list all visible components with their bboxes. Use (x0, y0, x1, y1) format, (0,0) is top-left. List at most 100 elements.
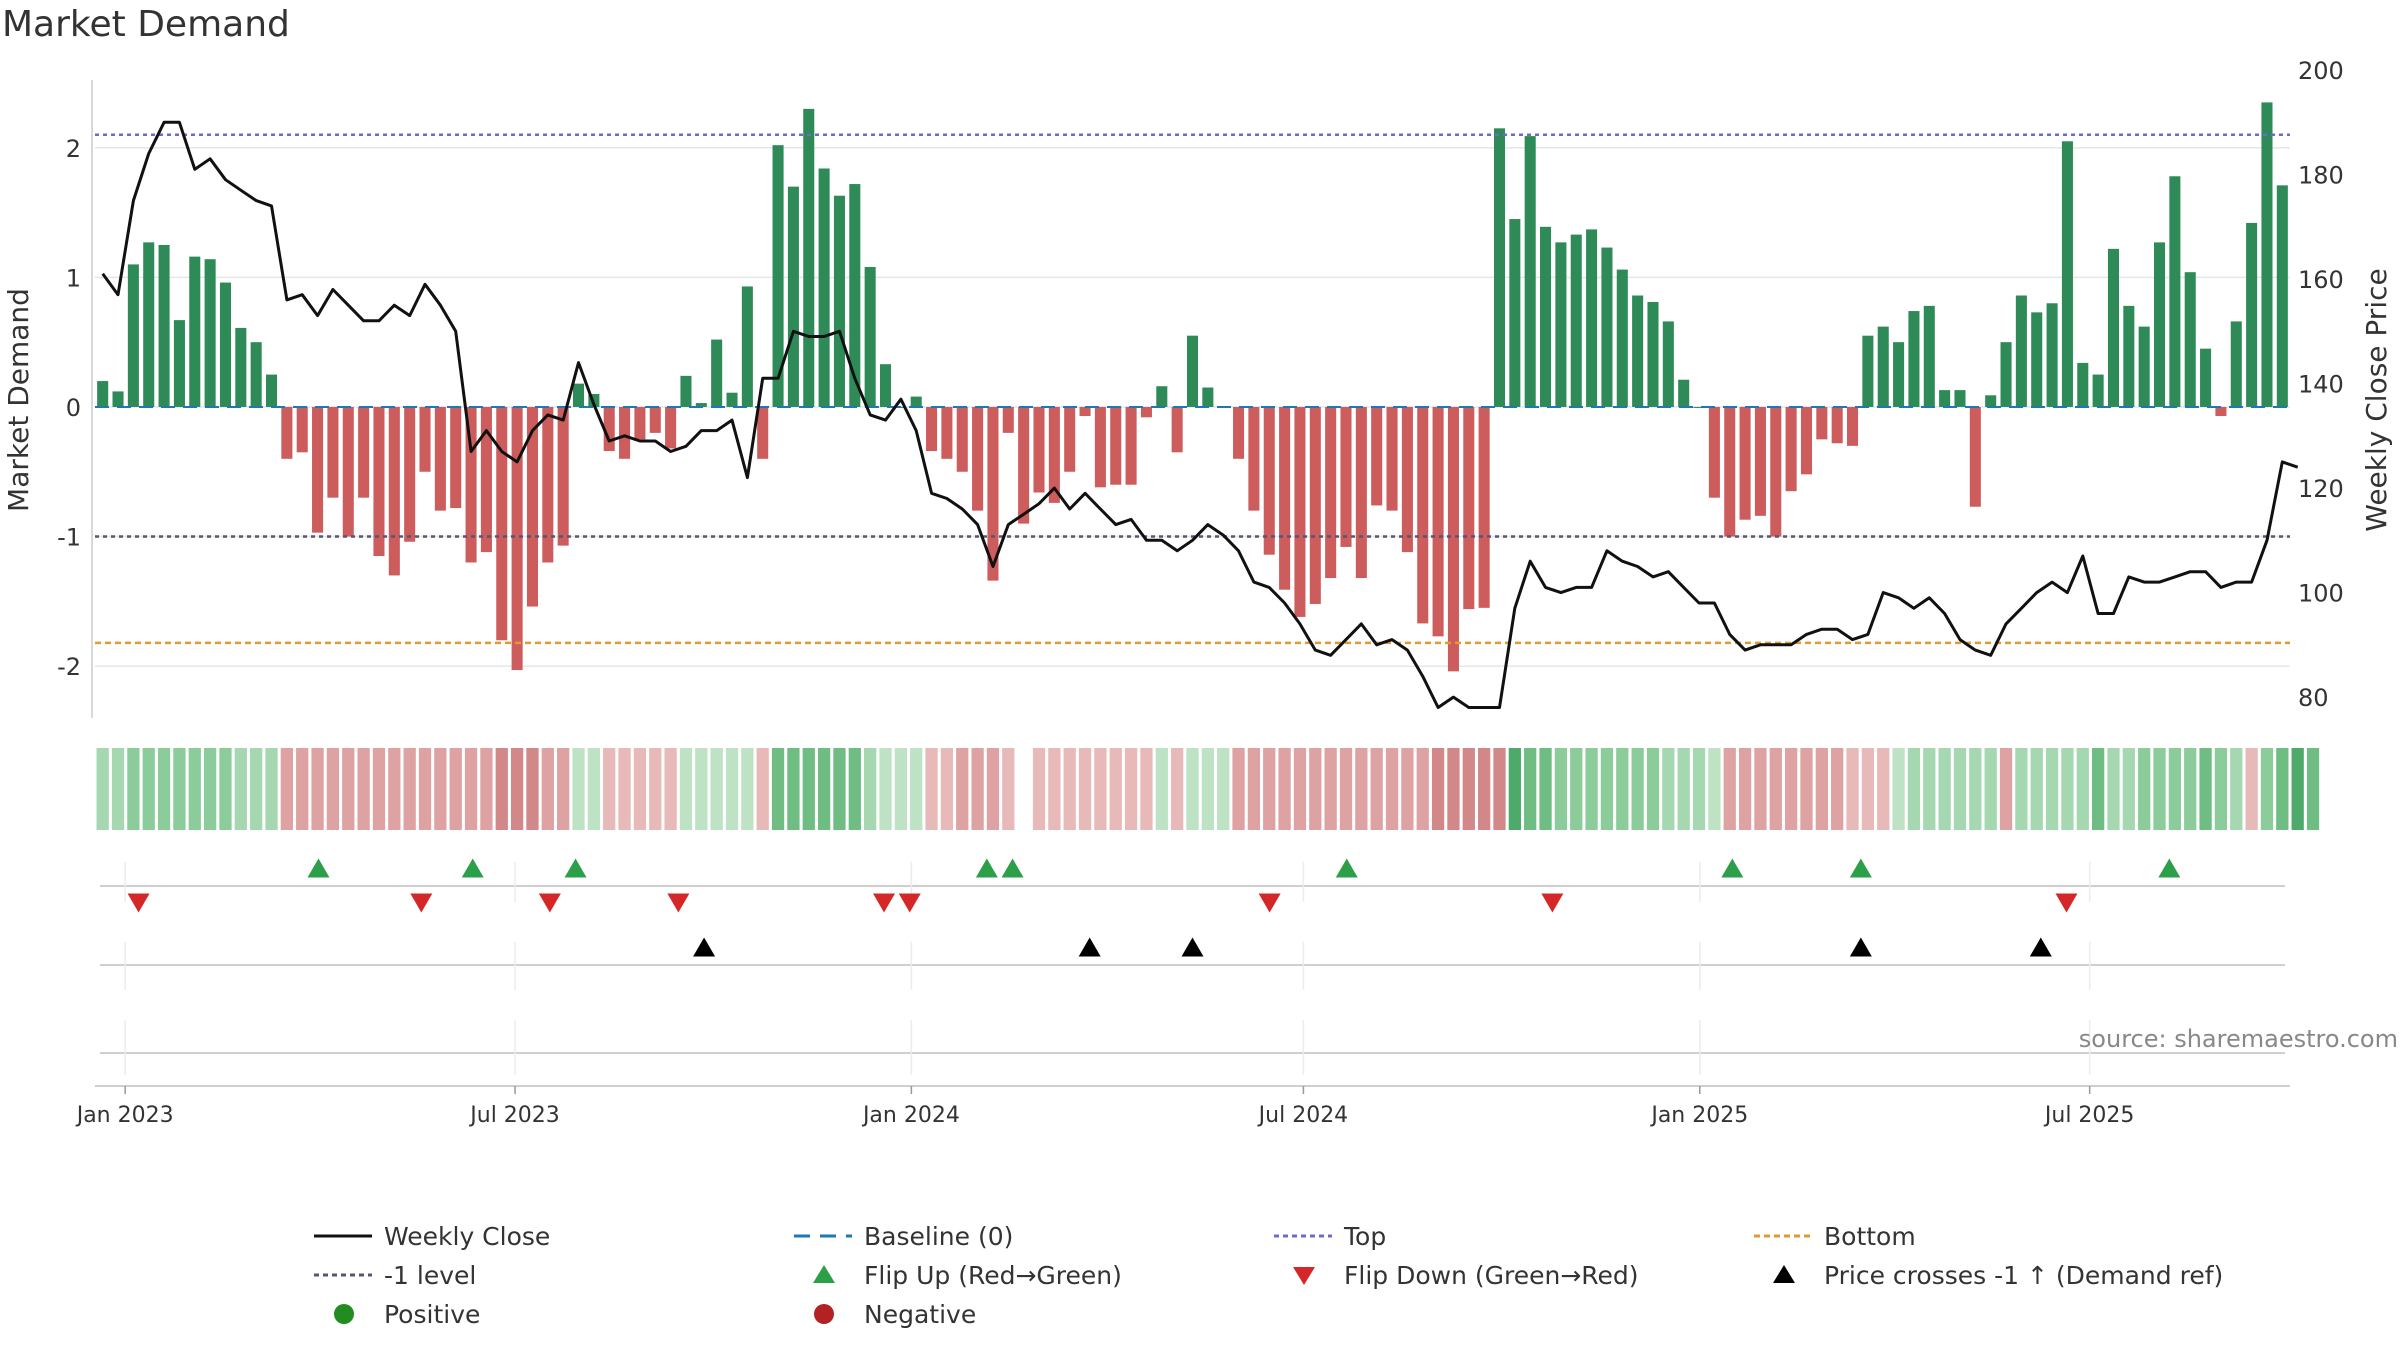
heat-strip-cell (1524, 748, 1537, 830)
demand-bar-positive (2092, 374, 2104, 407)
heat-strip-cell (250, 748, 263, 830)
flip-up-marker (975, 858, 998, 878)
heat-strip-cell (1969, 748, 1982, 830)
demand-bar-positive (158, 244, 170, 407)
heat-strip-cell (1570, 748, 1583, 830)
demand-bar-positive (1570, 234, 1582, 407)
demand-bar-positive (910, 396, 922, 407)
demand-bar-positive (1693, 406, 1705, 408)
demand-bar-positive (849, 184, 861, 407)
flip-down-marker (873, 893, 896, 913)
demand-bar-negative (1325, 406, 1337, 579)
x-tick-label: Jan 2024 (861, 1103, 960, 1128)
heat-strip-cell (464, 748, 478, 830)
y-axis-label: Market Demand (2, 288, 35, 512)
demand-bar-negative (388, 406, 400, 576)
legend-label: Top (1343, 1222, 1386, 1251)
flip-up-marker (1001, 858, 1024, 878)
demand-bar-negative (1739, 406, 1751, 520)
demand-bar-negative (926, 406, 938, 452)
heat-strip-cell (817, 748, 831, 830)
heat-strip-cell (756, 748, 769, 830)
demand-bar-negative (1708, 406, 1720, 498)
demand-bar-positive (2061, 141, 2073, 407)
heat-strip-cell (1339, 748, 1353, 830)
heat-strip-cell (1355, 748, 1368, 830)
demand-bar-positive (112, 391, 124, 407)
price-line-group (101, 120, 2299, 709)
demand-bar-positive (1954, 390, 1966, 407)
heat-strip-cell (1094, 748, 1107, 830)
heat-strip-cell (910, 748, 923, 830)
heat-strip-cell (234, 748, 247, 830)
x-tick-label: Jul 2024 (1257, 1103, 1349, 1128)
heat-strip-cell (1631, 748, 1644, 830)
demand-bar-negative (1064, 406, 1076, 472)
flip-down-marker (2055, 893, 2078, 913)
demand-bar-negative (1125, 406, 1137, 485)
demand-bar-positive (772, 145, 784, 407)
y2-tick-label: 200 (2298, 57, 2344, 85)
demand-bar-positive (818, 168, 830, 407)
demand-bar-positive (2015, 295, 2027, 407)
heat-strip-cell (1263, 748, 1276, 830)
heat-strip-cell (495, 748, 508, 830)
heat-strip-cell (1447, 748, 1460, 830)
demand-bar-positive (1524, 136, 1536, 407)
demand-bar-negative (1417, 406, 1429, 624)
heat-strip-cell (618, 748, 631, 830)
demand-bar-negative (1816, 406, 1828, 440)
heat-strip-cell (971, 748, 984, 830)
demand-bar-positive (1985, 395, 1997, 407)
demand-bar-positive (1616, 269, 1628, 407)
demand-bar-negative (542, 406, 554, 563)
chart-title: Market Demand (2, 4, 290, 45)
demand-bar-positive (219, 282, 231, 407)
heat-strip-cell (1048, 748, 1061, 830)
heat-strip-cell (710, 748, 723, 830)
heat-strip-cell (449, 748, 462, 830)
demand-bar-negative (1079, 406, 1091, 417)
heat-strip-cell (372, 748, 386, 830)
flip-event-row (100, 858, 2285, 913)
heat-strip-cell (311, 748, 324, 830)
demand-bar-negative (1279, 406, 1291, 590)
demand-bar-negative (1094, 406, 1106, 488)
legend-label: Bottom (1824, 1222, 1916, 1251)
x-axis: Jan 2023 Jul 2023 Jan 2024 Jul 2024 Jan 2025… (75, 1085, 2290, 1128)
heat-strip-cell (1984, 748, 1997, 830)
legend-label: Flip Down (Green→Red) (1344, 1261, 1639, 1290)
heat-strip-cell (2030, 748, 2043, 830)
y2-tick-label: 120 (2298, 475, 2344, 503)
heat-strip-cell (510, 748, 524, 830)
demand-bar-negative (1033, 406, 1045, 493)
demand-bar-positive (250, 342, 262, 407)
demand-bar-negative (634, 406, 646, 440)
demand-bar-negative (480, 406, 492, 553)
x-tick-label: Jan 2023 (75, 1103, 174, 1128)
heat-strip-cell (265, 748, 278, 830)
flip-down-marker (1258, 893, 1281, 913)
demand-bar-positive (1862, 335, 1874, 407)
demand-bar-positive (726, 392, 738, 407)
right-axis: 80 100 120 140 160 180 200 (2298, 57, 2344, 712)
demand-bar-positive (143, 242, 155, 407)
heat-strip-cell (2107, 748, 2120, 830)
demand-bar-negative (1800, 406, 1813, 475)
legend-flip-up-swatch (813, 1265, 835, 1283)
demand-bar-positive (1509, 219, 1521, 407)
demand-bar-negative (757, 406, 769, 459)
heat-strip-cell (557, 748, 570, 830)
heat-strip-cell (2015, 748, 2028, 830)
demand-bar-positive (1647, 301, 1659, 407)
demand-bar-negative (1171, 406, 1183, 453)
heat-strip-cell (940, 748, 954, 830)
demand-bar-negative (511, 406, 523, 671)
heat-strip-cell (1800, 748, 1813, 830)
heat-strip-cell (1708, 748, 1721, 830)
demand-bar-positive (2031, 312, 2043, 407)
heat-strip-cell (1600, 748, 1614, 830)
demand-bar-negative (1447, 406, 1459, 672)
heat-strip-cell (603, 748, 616, 830)
demand-bar-positive (265, 374, 278, 407)
